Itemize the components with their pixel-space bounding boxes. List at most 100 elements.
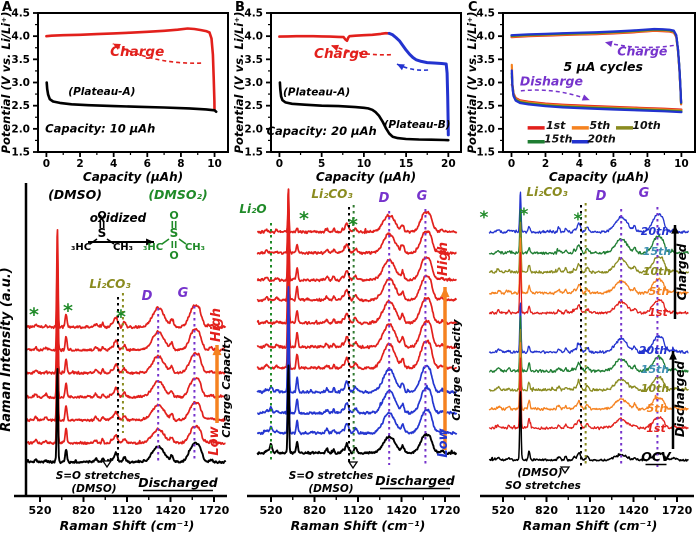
annotation-0-li-co-: Li₂CO₃ <box>526 185 568 199</box>
annotation-3--plateau-a-: (Plateau-A) <box>283 86 350 98</box>
ytick-3.5: 3.5 <box>11 54 30 66</box>
annotation-arrow-1-head <box>112 43 121 50</box>
annotation-3-capacity-10-ah: Capacity: 10 μAh <box>45 122 155 136</box>
xtick-10: 10 <box>674 158 689 170</box>
annotation-arrow-20-head <box>212 345 222 356</box>
annotation-2--plateau-a-: (Plateau-A) <box>68 86 135 98</box>
xtick-0: 0 <box>276 158 283 170</box>
annotation-25--dmso-: (DMSO) <box>517 467 562 479</box>
atom-left: ₃HC <box>71 242 91 253</box>
annotation-11-15th: 15th <box>643 245 672 258</box>
annotation-12-15th: 15th <box>544 133 573 146</box>
molecule-structure: OS ₃HC CH₃ O <box>143 209 205 262</box>
annotation-16-high: High <box>436 242 451 276</box>
annotation-arrow-1-head <box>330 44 339 52</box>
chart-C: 0 2 4 6 8 10 1.5 2.0 2.5 3.0 3.5 4.0 4.5 Capacity (μA… <box>465 8 696 184</box>
xtick-0: 0 <box>43 158 50 170</box>
x-axis-label: Raman Shift (cm⁻¹) <box>523 518 658 533</box>
annotation-17-low: Low <box>436 427 451 457</box>
xtick-6: 6 <box>144 158 151 170</box>
series-charge <box>45 27 216 111</box>
xtick-8: 8 <box>644 158 651 170</box>
atom-top: O <box>169 209 178 222</box>
ytick-3.5: 3.5 <box>244 54 263 66</box>
trace-charge-4 <box>256 204 458 303</box>
ytick-4.0: 4.0 <box>476 31 495 43</box>
annotation-5-capacity-20-ah: Capacity: 20 μAh <box>267 124 377 138</box>
series-charge-red <box>278 31 391 43</box>
x-axis-label: Raman Shift (cm⁻¹) <box>60 518 195 533</box>
annotation-13--dmso-: (DMSO) <box>308 483 353 495</box>
trace-OCV <box>488 391 689 462</box>
panel-raman-10uah: 520 820 1120 1420 1720 Raman Shift (cm⁻¹) Rama… <box>0 175 233 535</box>
chart-RC: 520 820 1120 1420 1720 Raman Shift (cm⁻¹) Li₂C… <box>480 185 694 533</box>
trace-charge-high <box>256 204 458 235</box>
trace-charged-20th <box>488 191 690 235</box>
annotation-23-discharged: Discharged <box>673 360 687 437</box>
annotation-arrow-1 <box>112 42 202 64</box>
xtick-1120: 1120 <box>575 504 606 517</box>
ytick-1.5: 1.5 <box>244 147 263 159</box>
xtick-520: 520 <box>260 504 283 517</box>
ytick-3.0: 3.0 <box>244 77 263 89</box>
annotation-4--dmso-: (DMSO₂) <box>148 187 207 202</box>
traces-group <box>25 228 227 465</box>
annotation-22-high: High <box>209 308 224 342</box>
trace-charged-15th <box>488 208 690 256</box>
annotation-arrow-3-head <box>146 238 154 246</box>
annotation-8-5th: 5th <box>589 119 610 132</box>
atom-top: O <box>97 209 106 222</box>
series-discharge <box>45 81 218 113</box>
annotation-14-discharged: Discharged <box>375 473 455 488</box>
annotation-20-5th: 5th <box>647 402 668 415</box>
annotation-11-g: G <box>178 286 189 301</box>
xtick-8: 8 <box>177 158 184 170</box>
xtick-1720: 1720 <box>662 504 693 517</box>
annotation-1-charge: Charge <box>617 44 667 59</box>
ytick-4.5: 4.5 <box>244 8 263 20</box>
annotation-9--: * <box>574 210 583 230</box>
annotation-13-5th: 5th <box>649 285 670 298</box>
annotation-3-d: D <box>596 189 607 204</box>
annotation-arrow-15-head <box>440 287 450 298</box>
ytick-2.0: 2.0 <box>244 123 263 135</box>
series-group <box>278 31 450 142</box>
atom-s: S <box>98 226 107 240</box>
annotation-0--dmso-: (DMSO) <box>48 187 102 202</box>
ytick-4.5: 4.5 <box>476 8 495 20</box>
annotation-3-disharge: Disharge <box>520 74 583 89</box>
panel-c-cycling-profile: C 0 2 4 6 8 10 1.5 2.0 2.5 3.0 3.5 4.0 4.5 Capacity (μ… <box>465 0 700 184</box>
trace-charge-3 <box>25 287 226 400</box>
x-axis-label: Capacity (μAh) <box>549 170 649 184</box>
xtick-4: 4 <box>110 158 117 170</box>
atom-left: ₃HC <box>143 242 163 253</box>
trace-charge-1 <box>256 259 458 371</box>
panel-b-voltage-profile: B 0 5 10 15 20 1.5 2.0 2.5 3.0 3.5 4.0 4.5 Capacity (… <box>232 0 466 184</box>
annotation-17-20th: 20th <box>639 344 668 357</box>
annotation-14-20th: 20th <box>587 133 616 146</box>
xtick-1420: 1420 <box>618 504 649 517</box>
trace-Discharged <box>25 367 227 465</box>
discharge-20th <box>510 69 683 114</box>
xtick-820: 820 <box>303 504 326 517</box>
annotation-5-d: D <box>379 191 390 206</box>
annotation-4--plateau-b-: (Plateau-B) <box>384 119 451 131</box>
trace-charged-10th <box>488 221 690 275</box>
series-group <box>45 27 218 113</box>
trace-charge-high <box>25 228 227 330</box>
annotation-0-li-o: Li₂O <box>239 202 266 216</box>
panel-a-letter: A <box>2 0 13 15</box>
annotation-14-1st: 1st <box>648 306 668 319</box>
trace-discharged-10th <box>488 328 689 392</box>
ytick-3.0: 3.0 <box>476 77 495 89</box>
trace-charge-4 <box>25 266 227 375</box>
y-axis-label: Raman Intensity (a.u.) <box>0 267 14 431</box>
series-discharge <box>278 81 450 142</box>
annotation-9--: * <box>299 208 309 230</box>
annotation-12-10th: 10th <box>643 265 672 278</box>
x-axis-label: Raman Shift (cm⁻¹) <box>291 518 426 533</box>
series-group <box>510 27 683 114</box>
xtick-520: 520 <box>29 504 52 517</box>
ytick-4.0: 4.0 <box>244 31 263 43</box>
